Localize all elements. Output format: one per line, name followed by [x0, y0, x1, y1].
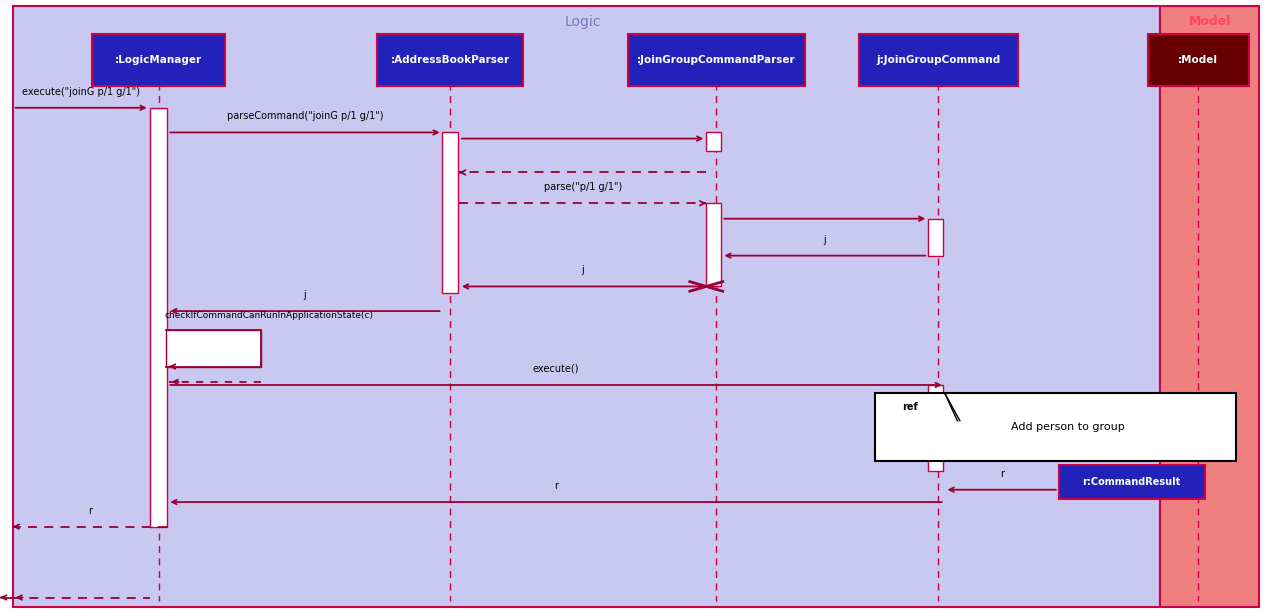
Text: r: r: [87, 506, 93, 516]
FancyBboxPatch shape: [166, 330, 261, 367]
Text: Add person to group: Add person to group: [1012, 422, 1125, 432]
FancyBboxPatch shape: [706, 203, 721, 286]
Text: parseCommand("joinG p/1 g/1"): parseCommand("joinG p/1 g/1"): [227, 111, 383, 121]
FancyBboxPatch shape: [706, 132, 721, 151]
Text: j: j: [303, 290, 307, 300]
Text: execute("joinG p/1 g/1"): execute("joinG p/1 g/1"): [22, 87, 141, 97]
Text: :LogicManager: :LogicManager: [115, 55, 202, 65]
Text: j: j: [581, 265, 585, 275]
Text: r:CommandResult: r:CommandResult: [1083, 477, 1181, 487]
FancyBboxPatch shape: [858, 34, 1017, 86]
Text: r: r: [554, 481, 558, 491]
Text: j: j: [823, 235, 827, 245]
FancyBboxPatch shape: [628, 34, 805, 86]
Text: :JoinGroupCommandParser: :JoinGroupCommandParser: [637, 55, 796, 65]
FancyBboxPatch shape: [378, 34, 522, 86]
FancyBboxPatch shape: [875, 393, 1236, 461]
FancyBboxPatch shape: [150, 108, 167, 527]
Text: r: r: [999, 469, 1004, 479]
FancyBboxPatch shape: [1160, 6, 1259, 607]
Text: j:JoinGroupCommand: j:JoinGroupCommand: [876, 55, 1000, 65]
FancyBboxPatch shape: [1059, 465, 1205, 499]
FancyBboxPatch shape: [928, 385, 943, 471]
Text: Logic: Logic: [566, 15, 601, 28]
FancyBboxPatch shape: [441, 132, 459, 293]
Text: :Model: :Model: [1178, 55, 1219, 65]
Text: parse("p/1 g/1"): parse("p/1 g/1"): [544, 182, 621, 192]
Text: ref: ref: [902, 402, 918, 412]
Text: execute(): execute(): [533, 364, 579, 374]
FancyBboxPatch shape: [928, 219, 943, 256]
FancyBboxPatch shape: [91, 34, 226, 86]
Text: :AddressBookParser: :AddressBookParser: [391, 55, 510, 65]
FancyBboxPatch shape: [13, 6, 1160, 607]
FancyBboxPatch shape: [1148, 34, 1249, 86]
Text: Model: Model: [1188, 15, 1231, 28]
Text: checkIfCommandCanRunInApplicationState(c): checkIfCommandCanRunInApplicationState(c…: [165, 311, 374, 320]
